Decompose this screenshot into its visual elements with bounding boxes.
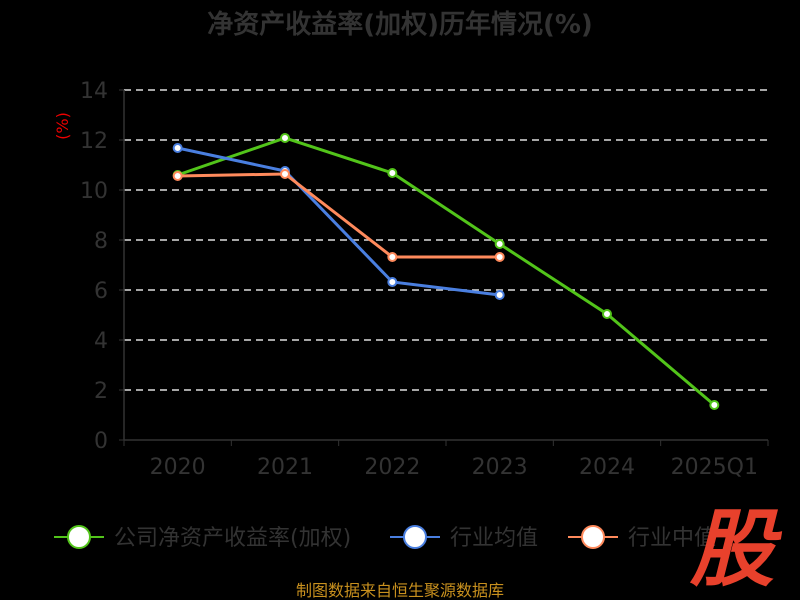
legend-item-0[interactable]: 公司净资产收益率(加权) <box>54 525 351 551</box>
y-tick-label: 8 <box>94 229 108 254</box>
data-point <box>494 290 505 300</box>
x-tick-label: 2022 <box>364 455 420 480</box>
y-axis-label: (%) <box>53 112 72 140</box>
series-1 <box>172 143 505 300</box>
series-line <box>177 172 500 259</box>
legend-item-2[interactable]: 行业中值 <box>568 525 716 551</box>
data-point <box>172 143 183 153</box>
y-tick-label: 14 <box>80 79 108 104</box>
data-point <box>172 171 183 181</box>
series-line <box>177 146 500 297</box>
data-point <box>387 252 398 262</box>
data-point <box>709 400 720 410</box>
data-point <box>280 169 290 179</box>
legend-label: 公司净资产收益率(加权) <box>114 526 351 551</box>
y-tick-label: 2 <box>94 379 108 404</box>
y-tick-label: 0 <box>94 429 108 454</box>
data-point <box>280 133 290 143</box>
x-tick-label: 2025Q1 <box>671 455 758 480</box>
data-point <box>387 168 398 178</box>
y-tick-label: 6 <box>94 279 108 304</box>
logo-watermark: 股 <box>689 500 783 598</box>
series-2 <box>172 169 505 262</box>
series-0 <box>172 133 720 410</box>
y-tick-label: 4 <box>94 329 108 354</box>
data-point <box>387 277 398 287</box>
y-tick-label: 12 <box>80 129 108 154</box>
legend-marker <box>581 525 605 549</box>
legend-item-1[interactable]: 行业均值 <box>390 525 538 551</box>
x-tick-label: 2020 <box>150 455 206 480</box>
legend-marker <box>403 525 427 549</box>
legend-marker <box>67 525 91 549</box>
legend-label: 行业中值 <box>628 526 716 551</box>
x-tick-label: 2024 <box>579 455 635 480</box>
x-tick-label: 2021 <box>257 455 313 480</box>
data-point <box>494 252 505 262</box>
data-point <box>602 309 612 319</box>
y-tick-label: 10 <box>80 179 108 204</box>
source-note: 制图数据来自恒生聚源数据库 <box>296 581 504 600</box>
legend-label: 行业均值 <box>450 526 538 551</box>
data-point <box>494 239 505 249</box>
series-line <box>177 136 716 407</box>
x-tick-label: 2023 <box>472 455 528 480</box>
chart-title: 净资产收益率(加权)历年情况(%) <box>207 9 593 40</box>
